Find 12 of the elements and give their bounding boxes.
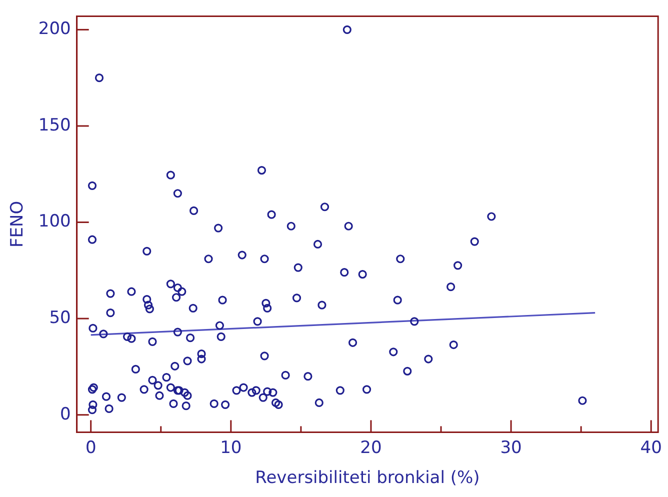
y-tick-label: 200: [38, 19, 71, 40]
x-tick-label: 30: [500, 438, 522, 458]
x-tick-label: 20: [360, 438, 382, 458]
x-tick-label: 0: [85, 438, 96, 458]
y-axis-title: FENO: [8, 200, 28, 248]
y-tick-label: 50: [49, 308, 71, 328]
y-tick-label: 0: [60, 404, 71, 424]
y-tick-label: 150: [38, 115, 71, 136]
y-tick-label: 100: [38, 212, 71, 232]
x-tick-label: 40: [640, 438, 662, 458]
x-axis-title: Reversibiliteti bronkial (%): [255, 468, 480, 488]
x-tick-label: 10: [220, 438, 242, 458]
